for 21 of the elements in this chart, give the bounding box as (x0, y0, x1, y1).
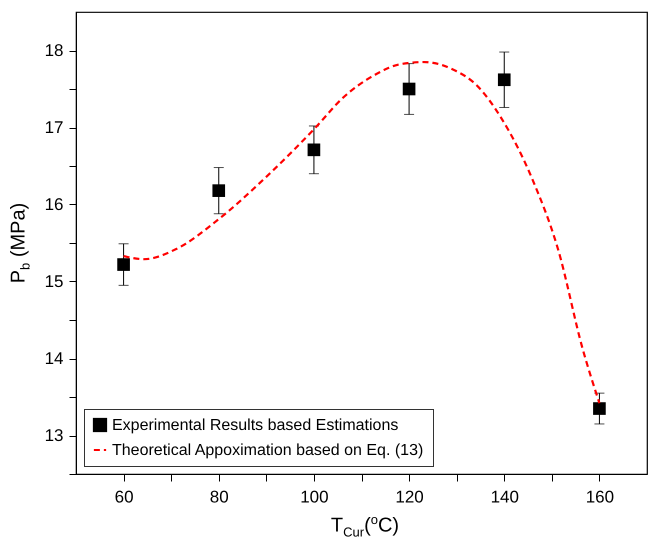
point (593, 402, 606, 415)
y-tick-label: 14 (44, 349, 64, 368)
point (212, 184, 226, 197)
x-tick-label: 60 (114, 488, 134, 506)
y-tick-label: 18 (44, 41, 64, 60)
y-tick-label: 17 (44, 118, 64, 137)
y-tick-label: 15 (44, 272, 64, 291)
point (498, 73, 511, 86)
x-tick-label: 80 (210, 488, 229, 506)
point (308, 144, 320, 156)
x-tick-label: 120 (395, 488, 424, 506)
x-axis-title: T$_{Cur}$($^{o}$C) (330, 512, 400, 540)
legend-label: Experimental Results based Estimations (112, 417, 398, 434)
x-tick-label: 140 (490, 488, 519, 506)
point (117, 258, 130, 271)
y-tick-label: 13 (44, 426, 64, 445)
x-tick-label: 160 (586, 488, 614, 506)
y-tick-label: 16 (44, 195, 64, 214)
point (402, 82, 416, 96)
x-tick-label: 100 (300, 488, 329, 506)
legend-label: Theoretical Appoximation based on Eq. (13) (112, 442, 424, 459)
